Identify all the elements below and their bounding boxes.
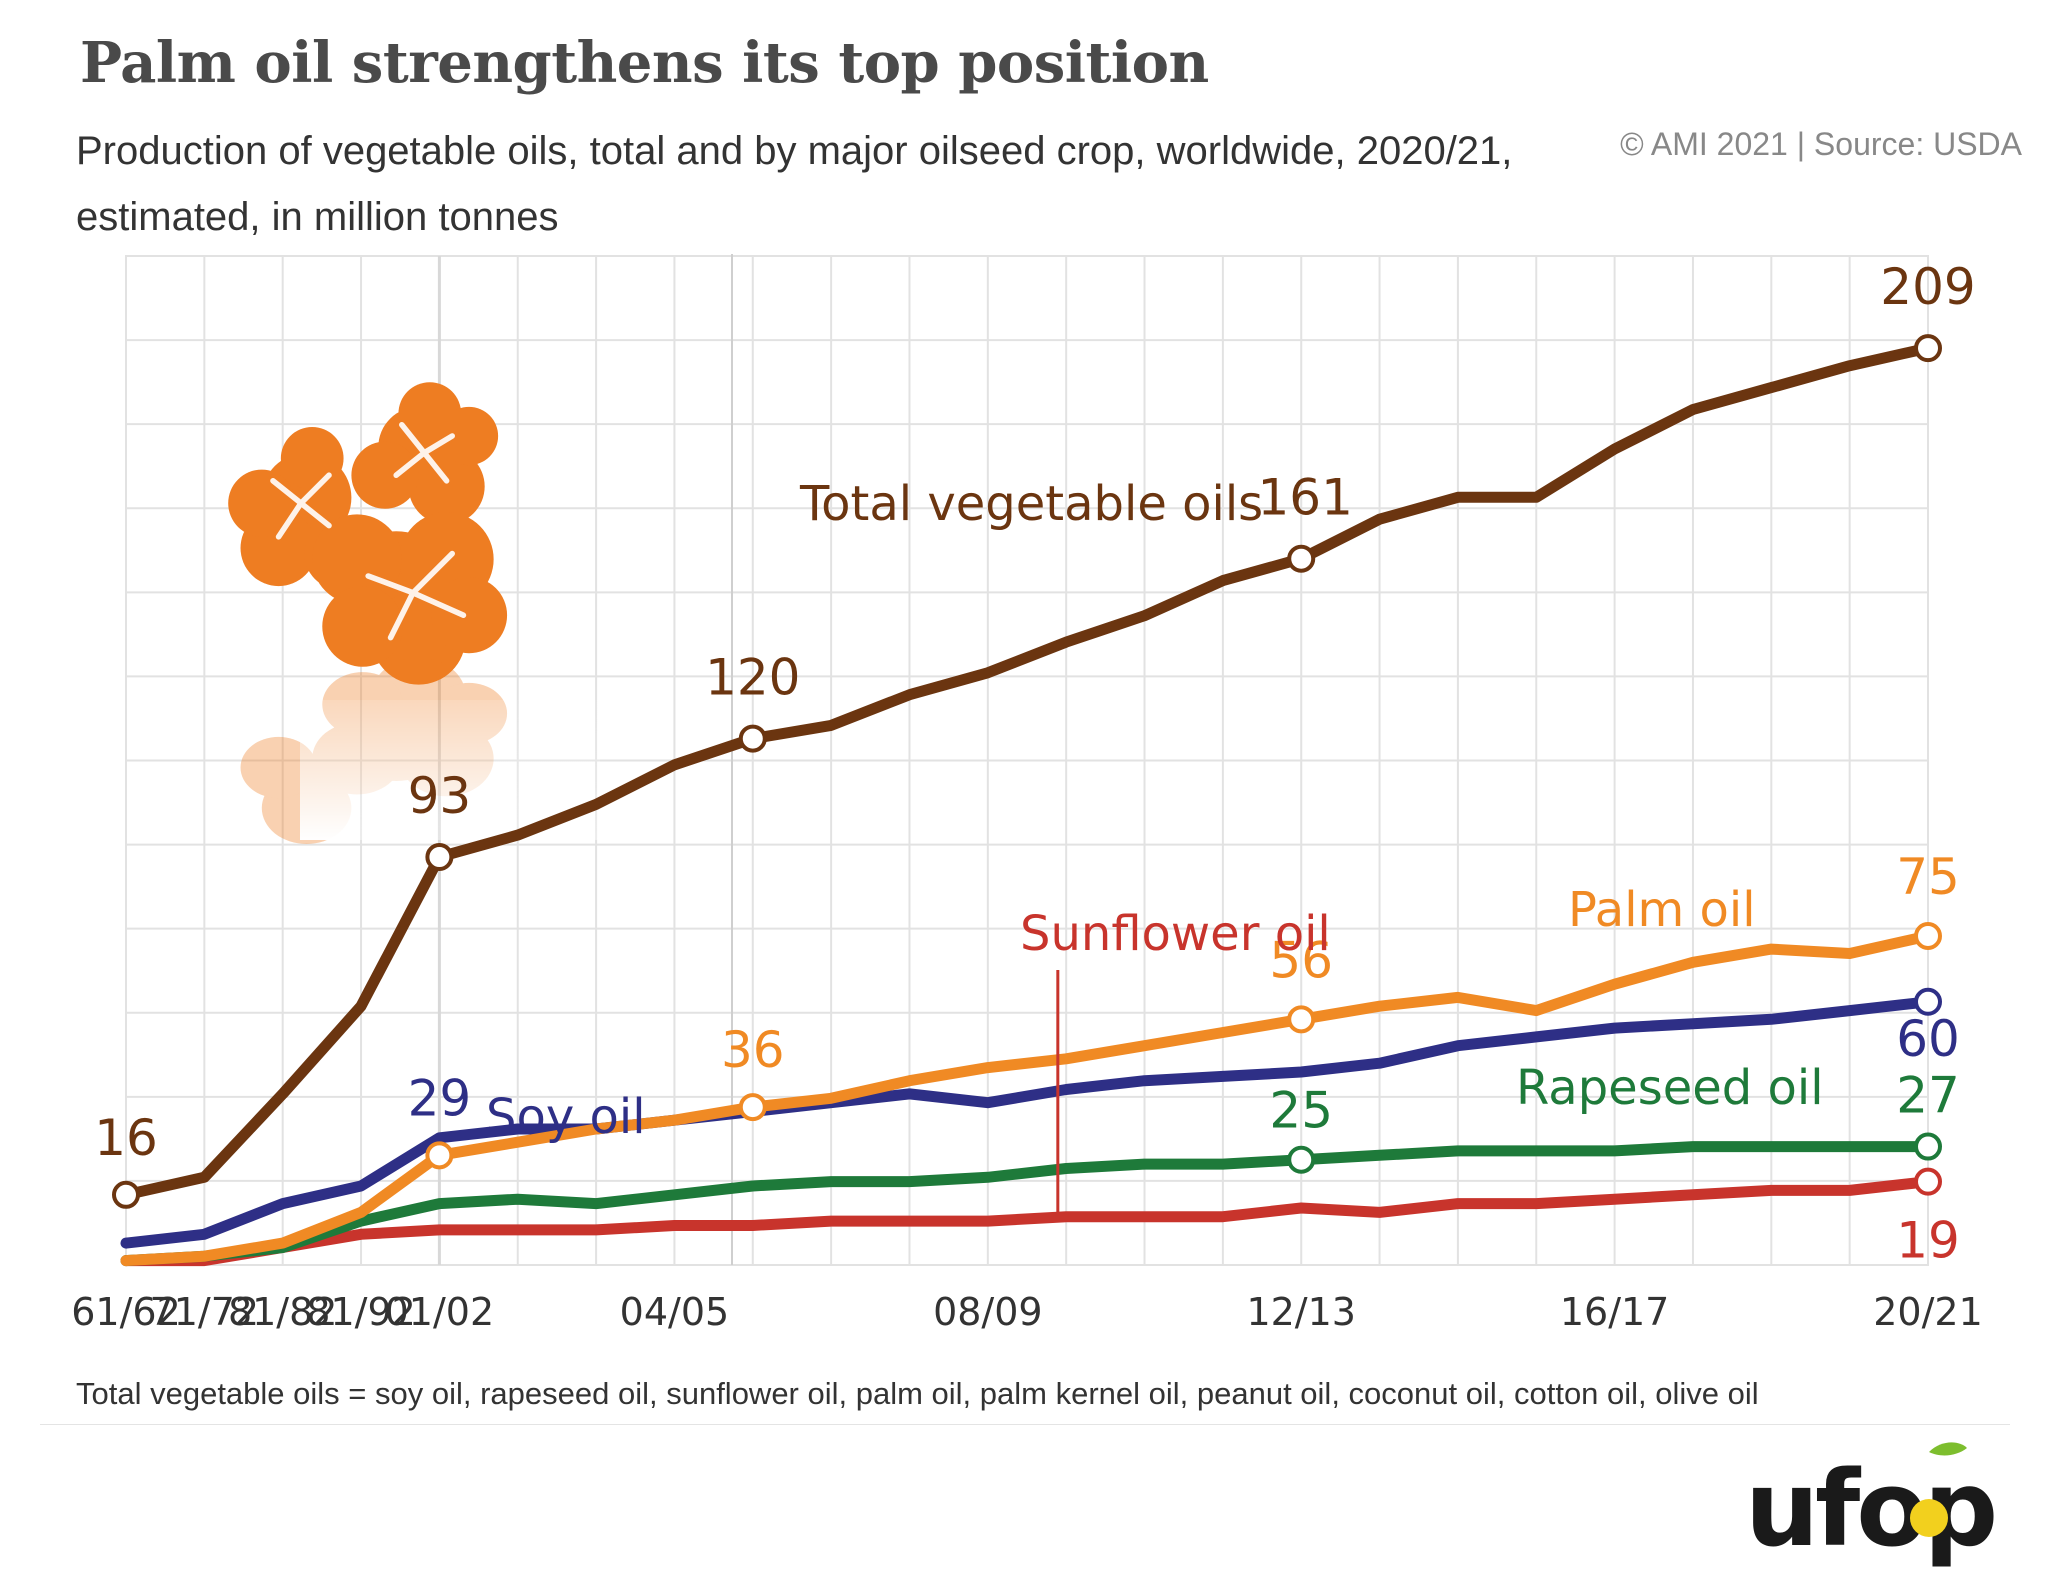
x-tick-label: 01/02 [385, 1290, 495, 1334]
data-label: 209 [1880, 258, 1975, 316]
chart-title: Palm oil strengthens its top position [80, 30, 1209, 96]
data-point-marker [1914, 1132, 1942, 1161]
x-tick-label: 71/72 [150, 1290, 260, 1334]
logo-seed-icon [1910, 1499, 1948, 1537]
data-point-marker [1287, 1145, 1316, 1174]
series-label-sunflower: Sunflower oil [1020, 906, 1331, 962]
chart-subtitle: Production of vegetable oils, total and … [76, 129, 1513, 239]
series-label-total: Total vegetable oils [799, 476, 1263, 532]
x-tick-label: 61/62 [71, 1290, 181, 1334]
data-label: 75 [1896, 848, 1960, 906]
flower-icon [228, 382, 508, 685]
data-point-marker [1914, 987, 1942, 1016]
series-label-palm: Palm oil [1568, 882, 1756, 938]
series-line-sunflower [120, 1176, 1934, 1267]
series-line-total [120, 342, 1934, 1201]
data-point-marker [425, 843, 454, 872]
chart-labels: 16 93 120 161 209 29 36 56 75 60 25 27 19 Total veget… [94, 258, 1976, 1270]
x-tick-label: 12/13 [1246, 1290, 1356, 1334]
data-point-marker [1287, 1005, 1316, 1034]
data-label: 16 [94, 1109, 158, 1167]
x-tick-label: 08/09 [933, 1290, 1043, 1334]
data-point-marker [112, 1180, 140, 1209]
data-label: 93 [408, 767, 472, 825]
ufop-logo-icon: ufop [1745, 1442, 1998, 1570]
chart-series [112, 334, 1942, 1267]
data-label: 19 [1896, 1212, 1960, 1270]
source-credit: © AMI 2021 | Source: USDA [1620, 126, 2022, 162]
logo-leaf-icon [1929, 1442, 1967, 1456]
footnote: Total vegetable oils = soy oil, rapeseed… [76, 1376, 1759, 1411]
series-line-soy [120, 996, 1934, 1249]
data-label: 120 [705, 649, 800, 707]
data-point-marker [1287, 544, 1316, 573]
x-tick-label: 20/21 [1873, 1290, 1983, 1334]
data-label: 36 [721, 1021, 785, 1079]
logo-wordmark: ufop [1745, 1448, 1994, 1570]
x-tick-label: 81/92 [306, 1290, 416, 1334]
data-label: 161 [1257, 469, 1352, 527]
x-tick-label: 16/17 [1560, 1290, 1670, 1334]
data-point-marker [738, 1093, 767, 1122]
data-label: 29 [408, 1069, 472, 1127]
data-point-marker [425, 1141, 454, 1170]
data-label: 25 [1269, 1082, 1333, 1140]
series-line-rapeseed [120, 1141, 1934, 1267]
data-point-marker [1914, 1167, 1942, 1196]
series-label-soy: Soy oil [486, 1089, 646, 1145]
line-chart: 16 93 120 161 209 29 36 56 75 60 25 27 19 Total veget… [71, 254, 1983, 1334]
data-label: 60 [1896, 1010, 1960, 1068]
data-point-marker [1914, 334, 1942, 363]
series-line-palm [120, 930, 1934, 1267]
x-tick-label: 04/05 [620, 1290, 730, 1334]
x-tick-label: 81/82 [228, 1290, 338, 1334]
data-label: 56 [1269, 931, 1333, 989]
divider [40, 1424, 2010, 1425]
data-point-marker [1914, 921, 1942, 950]
data-point-marker [738, 724, 767, 753]
data-label: 27 [1896, 1067, 1960, 1125]
series-label-rapeseed: Rapeseed oil [1516, 1060, 1824, 1116]
